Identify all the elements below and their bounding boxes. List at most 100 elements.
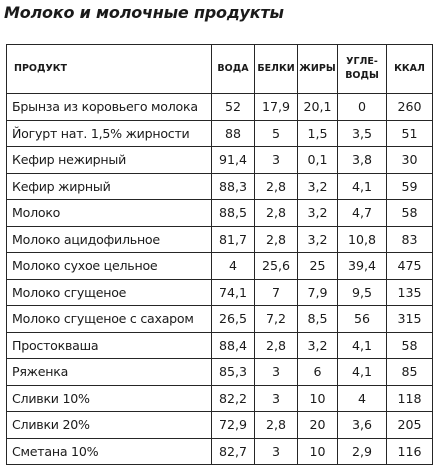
table-row: Йогурт нат. 1,5% жирности 88 5 1,5 3,5 51: [6, 119, 433, 147]
header-kcal: ККАЛ: [386, 44, 433, 94]
table-row: Молоко ацидофильное 81,7 2,8 3,2 10,8 83: [6, 225, 433, 253]
product-name: Брынза из коровьего молока: [6, 93, 212, 121]
table-row: Сметана 10% 82,7 3 10 2,9 116: [6, 437, 433, 465]
water-value: 4: [211, 252, 255, 280]
protein-value: 2,8: [254, 411, 298, 439]
product-name: Сливки 20%: [6, 411, 212, 439]
table-row: Молоко сгущеное 74,1 7 7,9 9,5 135: [6, 278, 433, 306]
fat-value: 25: [297, 252, 338, 280]
carbs-value: 9,5: [337, 278, 387, 306]
water-value: 82,7: [211, 437, 255, 465]
fat-value: 1,5: [297, 119, 338, 147]
header-fat: ЖИРЫ: [297, 44, 338, 94]
fat-value: 3,2: [297, 199, 338, 227]
water-value: 74,1: [211, 278, 255, 306]
kcal-value: 475: [386, 252, 433, 280]
water-value: 85,3: [211, 358, 255, 386]
carbs-value: 4,1: [337, 172, 387, 200]
table-row: Брынза из коровьего молока 52 17,9 20,1 0 260: [6, 93, 433, 121]
kcal-value: 260: [386, 93, 433, 121]
header-carbs: УГЛЕ- ВОДЫ: [337, 44, 387, 94]
table-row: Сливки 10% 82,2 3 10 4 118: [6, 384, 433, 412]
kcal-value: 51: [386, 119, 433, 147]
carbs-value: 3,5: [337, 119, 387, 147]
water-value: 52: [211, 93, 255, 121]
product-name: Кефир жирный: [6, 172, 212, 200]
carbs-value: 10,8: [337, 225, 387, 253]
protein-value: 2,8: [254, 172, 298, 200]
table-row: Сливки 20% 72,9 2,8 20 3,6 205: [6, 411, 433, 439]
fat-value: 0,1: [297, 146, 338, 174]
kcal-value: 58: [386, 331, 433, 359]
water-value: 26,5: [211, 305, 255, 333]
product-name: Кефир нежирный: [6, 146, 212, 174]
table-row: Молоко сгущеное с сахаром 26,5 7,2 8,5 56 315: [6, 305, 433, 333]
table-row: Молоко сухое цельное 4 25,6 25 39,4 475: [6, 252, 433, 280]
protein-value: 2,8: [254, 199, 298, 227]
carbs-value: 3,6: [337, 411, 387, 439]
kcal-value: 315: [386, 305, 433, 333]
protein-value: 3: [254, 437, 298, 465]
water-value: 81,7: [211, 225, 255, 253]
kcal-value: 58: [386, 199, 433, 227]
carbs-value: 0: [337, 93, 387, 121]
table-row: Кефир жирный 88,3 2,8 3,2 4,1 59: [6, 172, 433, 200]
product-name: Ряженка: [6, 358, 212, 386]
kcal-value: 85: [386, 358, 433, 386]
carbs-value: 39,4: [337, 252, 387, 280]
product-name: Сливки 10%: [6, 384, 212, 412]
carbs-value: 56: [337, 305, 387, 333]
protein-value: 25,6: [254, 252, 298, 280]
protein-value: 3: [254, 358, 298, 386]
fat-value: 6: [297, 358, 338, 386]
header-product: ПРОДУКТ: [6, 44, 212, 94]
table-row: Молоко 88,5 2,8 3,2 4,7 58: [6, 199, 433, 227]
protein-value: 7: [254, 278, 298, 306]
protein-value: 2,8: [254, 225, 298, 253]
protein-value: 3: [254, 146, 298, 174]
page-title: Молоко и молочные продукты: [4, 3, 284, 22]
product-name: Простокваша: [6, 331, 212, 359]
table-header-row: ПРОДУКТ ВОДА БЕЛКИ ЖИРЫ УГЛЕ- ВОДЫ ККАЛ: [6, 44, 433, 94]
kcal-value: 135: [386, 278, 433, 306]
product-name: Сметана 10%: [6, 437, 212, 465]
product-name: Молоко сухое цельное: [6, 252, 212, 280]
fat-value: 7,9: [297, 278, 338, 306]
water-value: 91,4: [211, 146, 255, 174]
carbs-value: 2,9: [337, 437, 387, 465]
carbs-value: 3,8: [337, 146, 387, 174]
fat-value: 10: [297, 384, 338, 412]
kcal-value: 116: [386, 437, 433, 465]
header-carbs-line1: УГЛЕ-: [346, 56, 378, 67]
fat-value: 3,2: [297, 225, 338, 253]
water-value: 88: [211, 119, 255, 147]
protein-value: 7,2: [254, 305, 298, 333]
carbs-value: 4: [337, 384, 387, 412]
fat-value: 8,5: [297, 305, 338, 333]
product-name: Молоко сгущеное: [6, 278, 212, 306]
kcal-value: 59: [386, 172, 433, 200]
protein-value: 3: [254, 384, 298, 412]
product-name: Молоко ацидофильное: [6, 225, 212, 253]
protein-value: 2,8: [254, 331, 298, 359]
kcal-value: 118: [386, 384, 433, 412]
kcal-value: 205: [386, 411, 433, 439]
protein-value: 17,9: [254, 93, 298, 121]
table-row: Ряженка 85,3 3 6 4,1 85: [6, 358, 433, 386]
fat-value: 20: [297, 411, 338, 439]
kcal-value: 83: [386, 225, 433, 253]
water-value: 82,2: [211, 384, 255, 412]
carbs-value: 4,1: [337, 331, 387, 359]
water-value: 88,5: [211, 199, 255, 227]
table-row: Простокваша 88,4 2,8 3,2 4,1 58: [6, 331, 433, 359]
fat-value: 3,2: [297, 331, 338, 359]
nutrition-table: ПРОДУКТ ВОДА БЕЛКИ ЖИРЫ УГЛЕ- ВОДЫ ККАЛ …: [6, 44, 433, 465]
water-value: 88,4: [211, 331, 255, 359]
carbs-value: 4,1: [337, 358, 387, 386]
product-name: Йогурт нат. 1,5% жирности: [6, 119, 212, 147]
water-value: 72,9: [211, 411, 255, 439]
carbs-value: 4,7: [337, 199, 387, 227]
product-name: Молоко сгущеное с сахаром: [6, 305, 212, 333]
protein-value: 5: [254, 119, 298, 147]
product-name: Молоко: [6, 199, 212, 227]
